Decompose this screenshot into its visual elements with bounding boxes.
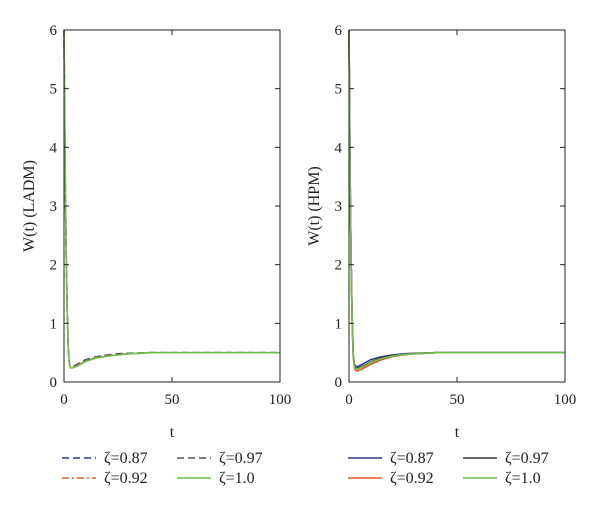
legend-label: ζ=0.87: [390, 450, 434, 467]
plot-frame: [63, 29, 281, 383]
series-line-3: [348, 29, 565, 372]
legend-label: ζ=0.87: [104, 450, 148, 467]
y-tick-label: 3: [50, 199, 58, 215]
y-axis-label: W(t) (HPM): [306, 166, 323, 246]
y-tick-label: 4: [50, 140, 58, 156]
y-tick-label: 0: [335, 375, 343, 391]
x-axis-label: t: [170, 424, 175, 441]
legend: ζ=0.87 ζ=0.92 ζ=0.97 ζ=1.0: [62, 450, 263, 487]
legend-label: ζ=1.0: [505, 470, 541, 487]
y-tick-label: 3: [335, 199, 343, 215]
x-tick-label: 0: [345, 392, 353, 408]
y-tick-label: 6: [335, 23, 343, 39]
series-line-2: [63, 29, 280, 369]
y-tick-label: 5: [50, 82, 58, 98]
series-line-1: [63, 29, 280, 369]
legend-label: ζ=0.92: [104, 470, 148, 487]
y-tick-label: 2: [335, 258, 343, 274]
x-tick-label: 50: [450, 392, 465, 408]
x-tick-label: 100: [269, 392, 292, 408]
y-axis-label: W(t) (LADM): [21, 160, 38, 252]
series-line-3: [63, 29, 280, 369]
x-tick-label: 50: [165, 392, 180, 408]
x-tick-label: 100: [554, 392, 577, 408]
y-tick-label: 2: [50, 258, 58, 274]
legend: ζ=0.87 ζ=0.92 ζ=0.97 ζ=1.0: [348, 450, 549, 487]
series-line-1: [348, 29, 565, 368]
legend-label: ζ=0.97: [219, 450, 263, 467]
y-tick-label: 6: [50, 23, 58, 39]
series-line-4: [63, 29, 280, 369]
y-tick-label: 4: [335, 140, 343, 156]
x-axis-label: t: [455, 424, 460, 441]
y-tick-label: 1: [50, 316, 58, 332]
x-tick-label: 0: [60, 392, 68, 408]
legend-label: ζ=0.92: [390, 470, 434, 487]
y-tick-label: 1: [335, 316, 343, 332]
series-line-4: [348, 29, 565, 370]
legend-label: ζ=0.97: [505, 450, 549, 467]
plot-frame: [348, 29, 566, 383]
legend-label: ζ=1.0: [219, 470, 255, 487]
series-line-2: [348, 29, 565, 370]
y-tick-label: 5: [335, 82, 343, 98]
y-tick-label: 0: [50, 375, 58, 391]
